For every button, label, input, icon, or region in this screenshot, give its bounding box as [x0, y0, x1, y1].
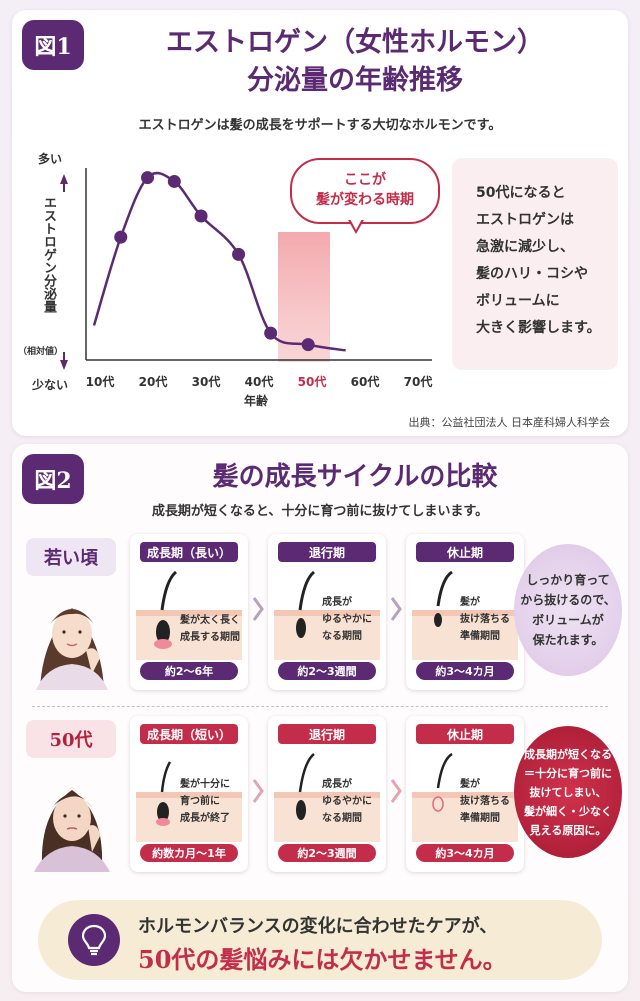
banner-line2: 50代の髪悩みには欠かせません。 [138, 945, 507, 974]
y-top-label: 多い [38, 152, 63, 166]
young-woman-portrait [36, 608, 108, 690]
conclusion-banner: ホルモンバランスの変化に合わせたケアが、 50代の髪悩みには欠かせません。 [38, 900, 602, 980]
estrogen-line-chart: 10代 20代 30代 40代 50代 60代 70代 [60, 168, 433, 389]
data-point [167, 174, 181, 188]
data-point [301, 338, 315, 352]
card-head: 退行期 [278, 724, 376, 744]
fifty-summary-circle: 成長期が短くなる ＝十分に育つ前に 抜けてしまい、 髪が細く・少なく 見える原因… [514, 726, 622, 858]
chevron-right-icon [390, 597, 402, 621]
hair-follicle-icon [136, 761, 242, 842]
young-row: 若い頃 成長期（長い） 髪が太く長く 成長する期間 約 [22, 534, 622, 694]
figure2-subtitle: 成長期が短くなると、十分に育つ前に抜けてしまいます。 [151, 504, 489, 519]
x-tick-label: 40代 [245, 374, 274, 389]
fifty-card-telogen: 休止期 髪が 抜け落ちる 準備期間 約3〜4カ月 [406, 716, 524, 872]
card-duration: 約3〜4カ月 [416, 844, 514, 862]
card-desc: 成長が ゆるやかに なる期間 [322, 779, 372, 824]
chevron-right-icon [390, 779, 402, 803]
card-duration: 約2〜3週間 [278, 844, 376, 862]
card-desc: 髪が太く長く 成長する期間 [180, 615, 240, 643]
data-point [232, 247, 246, 261]
note-line: 急激に減少し、 [476, 239, 574, 255]
card-desc: 髪が 抜け落ちる 準備期間 [460, 597, 510, 642]
callout-line1: ここが [344, 172, 386, 188]
x-axis-label: 年齢 [244, 394, 269, 408]
young-card-telogen: 休止期 髪が 抜け落ちる 準備期間 約3〜4カ月 [406, 534, 524, 690]
card-duration: 約2〜6年 [140, 662, 238, 680]
data-point [141, 171, 155, 185]
y-bottom-label: 少ない [32, 378, 69, 392]
card-head: 休止期 [416, 542, 514, 562]
hair-follicle-icon [274, 570, 380, 660]
callout-line2: 髪が変わる時期 [316, 192, 414, 208]
x-tick-label: 30代 [192, 374, 221, 389]
young-summary-circle: しっかり育って から抜けるので、 ボリュームが 保たれます。 [514, 544, 622, 676]
data-point [114, 230, 128, 244]
hair-follicle-icon [136, 570, 242, 660]
x-tick-label: 70代 [404, 374, 433, 389]
hair-follicle-icon [412, 570, 518, 660]
figure1-title-line1: エストロゲン（女性ホルモン） [166, 27, 544, 58]
figure1-badge: 図1 [22, 20, 84, 70]
figure2-panel: 図2 髪の成長サイクルの比較 成長期が短くなると、十分に育つ前に抜けてしまいます… [12, 444, 628, 992]
card-duration: 約数カ月〜1年 [140, 844, 238, 862]
x-tick-label: 50代 [298, 374, 327, 389]
callout-bubble: ここが 髪が変わる時期 [290, 158, 440, 224]
note-line: 大きく影響します。 [476, 320, 601, 336]
chevron-right-icon [252, 779, 264, 803]
lightbulb-icon [68, 914, 120, 966]
young-card-anagen: 成長期（長い） 髪が太く長く 成長する期間 約2〜6年 [130, 534, 248, 690]
chart-note-box: 50代になると エストロゲンは 急激に減少し、 髪のハリ・コシや ボリュームに … [452, 158, 618, 370]
data-point [194, 209, 208, 223]
card-duration: 約2〜3週間 [278, 662, 376, 680]
card-head: 成長期（短い） [140, 724, 238, 744]
fifty-card-anagen: 成長期（短い） 髪が十分に 育つ前に 成長が終了 約数カ月〜1年 [130, 716, 248, 872]
card-head: 退行期 [278, 542, 376, 562]
figure2-title: 髪の成長サイクルの比較 [212, 462, 498, 492]
figure1-title-line2: 分泌量の年齢推移 [247, 65, 463, 96]
fifty-label: 50代 [26, 720, 116, 758]
chevron-right-icon [252, 597, 264, 621]
figure1-panel: 図1 エストロゲン（女性ホルモン） 分泌量の年齢推移 エストロゲンは髪の成長をサ… [12, 10, 628, 436]
note-line: 50代になると [476, 185, 566, 201]
data-point [264, 326, 278, 340]
hair-follicle-icon [274, 753, 380, 842]
y-down-arrow-icon [60, 360, 68, 370]
x-tick-label: 20代 [139, 374, 168, 389]
card-desc: 髪が十分に 育つ前に 成長が終了 [180, 779, 230, 824]
young-label: 若い頃 [26, 538, 116, 576]
card-duration: 約3〜4カ月 [416, 662, 514, 680]
row-divider [32, 706, 608, 707]
hair-follicle-icon [412, 752, 518, 842]
middle-aged-woman-portrait [34, 790, 110, 872]
callout-tail [348, 219, 364, 234]
figure2-badge: 図2 [22, 454, 84, 504]
y-axis-label: エストロゲン分泌量 [41, 196, 56, 313]
x-tick-label: 10代 [86, 374, 115, 389]
note-line: 髪のハリ・コシや [476, 266, 588, 282]
y-up-arrow-icon [60, 174, 68, 184]
x-tick-label: 60代 [351, 374, 380, 389]
card-head: 成長期（長い） [140, 542, 238, 562]
card-desc: 成長が ゆるやかに なる期間 [322, 597, 372, 642]
banner-line1: ホルモンバランスの変化に合わせたケアが、 [138, 916, 498, 937]
note-line: ボリュームに [476, 293, 560, 309]
card-head: 休止期 [416, 724, 514, 744]
fifty-row: 50代 成長期（短い） 髪が十分に 育つ前に 成長が終了 [22, 716, 622, 876]
card-desc: 髪が 抜け落ちる 準備期間 [460, 779, 510, 824]
chart-source: 出典：公益社団法人 日本産科婦人科学会 [408, 416, 611, 429]
fifty-card-catagen: 退行期 成長が ゆるやかに なる期間 約2〜3週間 [268, 716, 386, 872]
figure1-subtitle: エストロゲンは髪の成長をサポートする大切なホルモンです。 [138, 118, 502, 133]
y-unit-note: （相対値） [18, 347, 64, 357]
note-line: エストロゲンは [476, 212, 574, 228]
young-card-catagen: 退行期 成長が ゆるやかに なる期間 約2〜3週間 [268, 534, 386, 690]
